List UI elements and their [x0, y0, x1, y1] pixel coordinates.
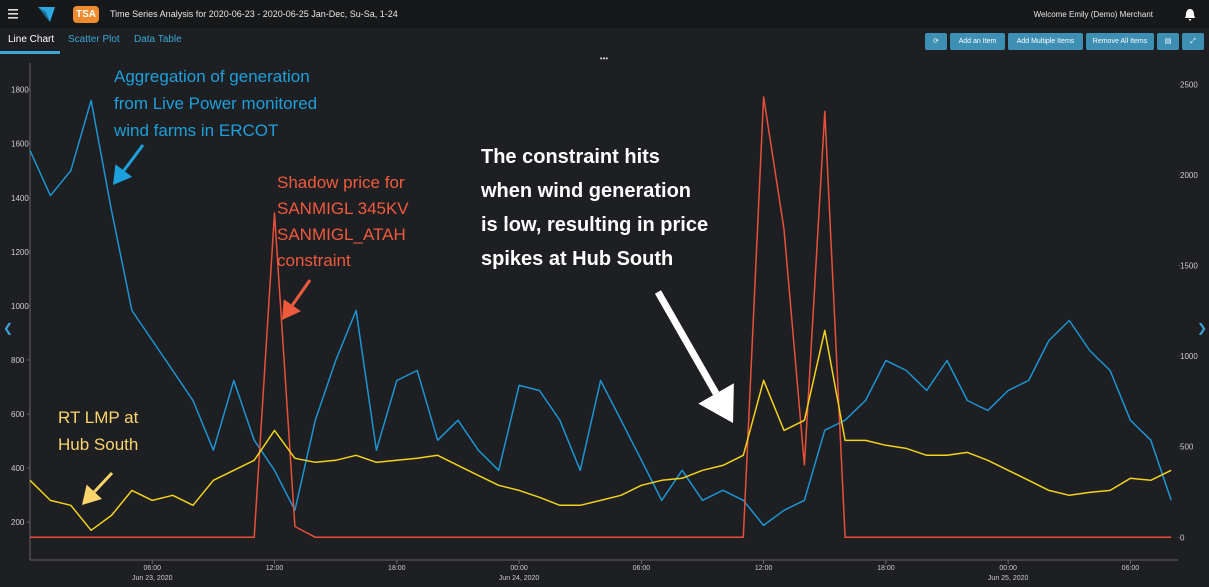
tab[interactable]: Line Chart [0, 34, 61, 54]
x-tick-label: 06:00 [1122, 565, 1140, 572]
x-date-label: Jun 24, 2020 [499, 575, 540, 582]
nav-left[interactable]: ❮ [3, 321, 13, 335]
y-tick-label: 400 [11, 464, 25, 473]
annotation-text: is low, resulting in price [481, 214, 708, 236]
annotation-text: when wind generation [480, 180, 691, 202]
annotation-text: Shadow price for [277, 173, 405, 192]
user-menu[interactable]: Welcome Emily (Demo) Merchant [1033, 10, 1153, 19]
export-button[interactable]: ▤ [1157, 33, 1179, 50]
annotation-arrow [122, 144, 145, 172]
x-tick-label: 06:00 [144, 565, 162, 572]
x-tick-label: 12:00 [755, 565, 773, 572]
annotation-text: spikes at Hub South [481, 248, 673, 270]
menu-icon[interactable] [8, 9, 18, 19]
x-tick-label: 12:00 [266, 565, 284, 572]
y-tick-label: 1600 [11, 140, 29, 149]
annotation-text: SANMIGL 345KV [277, 199, 409, 218]
annotation-arrowhead [698, 383, 734, 423]
annotation-arrow [93, 471, 114, 493]
y-tick-label: 1400 [11, 194, 29, 203]
annotation-text: RT LMP at [58, 408, 139, 427]
y-tick-label: 800 [11, 356, 25, 365]
x-tick-label: 00:00 [999, 565, 1017, 572]
resize-handle[interactable]: ••• [600, 55, 609, 63]
badge: TSA [73, 6, 99, 23]
x-tick-label: 18:00 [388, 565, 406, 572]
nav-right[interactable]: ❯ [1197, 321, 1207, 335]
tab-bar: Line Chart Scatter Plot Data Table ⟳ Add… [0, 28, 1209, 56]
series-line [30, 96, 1172, 539]
menu-and-logo [8, 7, 55, 22]
annotation-arrowhead [82, 484, 102, 505]
annotation-text: The constraint hits [481, 146, 660, 168]
series-line [29, 329, 1172, 532]
y2-tick-label: 500 [1180, 443, 1194, 452]
y-tick-label: 1000 [11, 302, 29, 311]
annotation-arrow [654, 290, 720, 396]
tab[interactable]: Data Table [134, 34, 182, 45]
y2-tick-label: 2500 [1180, 80, 1198, 89]
annotation-arrowhead [282, 299, 301, 320]
chart: ••• ❮ ❯ 200 400 600 800 1000 1200 1400 1600 1800… [0, 55, 1209, 587]
tab[interactable]: Scatter Plot [68, 34, 120, 45]
series-line [29, 99, 1172, 527]
annotation-text: Aggregation of generation [114, 67, 310, 86]
annotation-arrow [291, 279, 312, 307]
button[interactable]: Add an Item [950, 33, 1005, 50]
button[interactable]: Add Multiple Items [1008, 33, 1083, 50]
top-bar: TSA Time Series Analysis for 2020-06-23 … [0, 0, 1209, 28]
x-date-label: Jun 25, 2020 [988, 575, 1029, 582]
y2-tick-label: 1000 [1180, 352, 1198, 361]
x-tick-label: 18:00 [877, 565, 895, 572]
y-tick-label: 200 [11, 518, 25, 527]
y-tick-label: 1200 [11, 248, 29, 257]
notification-icon[interactable] [1183, 8, 1197, 22]
x-date-label: Jun 23, 2020 [132, 575, 173, 582]
button[interactable]: Remove All Items [1086, 33, 1154, 50]
annotation-text: constraint [277, 251, 351, 270]
x-tick-label: 06:00 [633, 565, 651, 572]
y-tick-label: 1800 [11, 86, 29, 95]
expand-button[interactable]: ⤢ [1182, 33, 1204, 50]
y-tick-label: 600 [11, 410, 25, 419]
annotation-text: SANMIGL_ATAH [277, 225, 406, 244]
y2-tick-label: 0 [1180, 533, 1185, 542]
y2-tick-label: 1500 [1180, 262, 1198, 271]
page-title: Time Series Analysis for 2020-06-23 - 20… [110, 9, 398, 19]
annotation-arrowhead [113, 164, 133, 185]
y2-tick-label: 2000 [1180, 171, 1198, 180]
annotation-text: wind farms in ERCOT [113, 121, 278, 140]
x-tick-label: 00:00 [510, 565, 528, 572]
annotation-text: Hub South [58, 435, 138, 454]
refresh-button[interactable]: ⟳ [925, 33, 947, 50]
annotation-text: from Live Power monitored [114, 94, 317, 113]
